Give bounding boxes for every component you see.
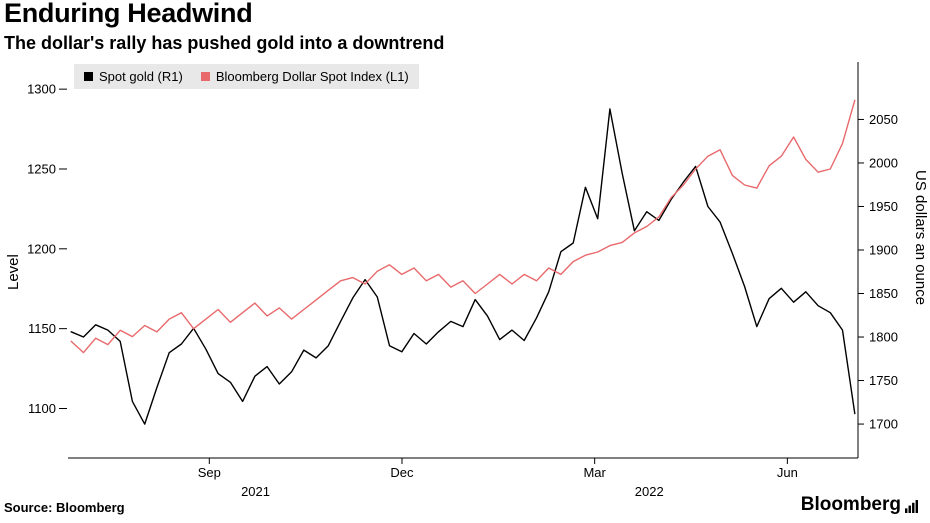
left-axis-tick-label: 1300	[27, 82, 56, 97]
right-axis-tick-label: 1950	[869, 199, 898, 214]
bloomberg-bars-icon	[905, 500, 918, 513]
left-axis-tick-label: 1250	[27, 161, 56, 176]
x-axis-tick-label: Mar	[583, 465, 606, 480]
legend-swatch-spot-gold	[84, 72, 93, 81]
legend-item-dollar-index: Bloomberg Dollar Spot Index (L1)	[200, 69, 409, 84]
legend-label-spot-gold: Spot gold (R1)	[99, 69, 183, 84]
right-axis-tick-label: 1700	[869, 417, 898, 432]
chart-subtitle: The dollar's rally has pushed gold into …	[4, 33, 445, 53]
bloomberg-logo-text: Bloomberg	[800, 494, 901, 515]
right-axis-tick-label: 1900	[869, 242, 898, 257]
left-axis-tick-label: 1150	[28, 321, 56, 336]
legend-label-dollar-index: Bloomberg Dollar Spot Index (L1)	[215, 69, 409, 84]
source-label: Source: Bloomberg	[4, 500, 125, 515]
x-axis-tick-label: Sep	[198, 465, 221, 480]
x-axis-year-label: 2021	[241, 484, 270, 499]
left-axis-tick-label: 1200	[27, 241, 56, 256]
x-axis-tick-label: Jun	[777, 465, 798, 480]
left-axis-tick-label: 1100	[28, 401, 56, 416]
left-axis-title: Level	[5, 254, 22, 290]
x-axis-tick-label: Dec	[390, 465, 414, 480]
right-axis-title: US dollars an ounce	[912, 170, 929, 306]
legend: Spot gold (R1) Bloomberg Dollar Spot Ind…	[74, 64, 419, 89]
right-axis-tick-label: 2000	[869, 155, 898, 170]
line-spot-gold	[70, 108, 856, 425]
x-axis-year-label: 2022	[635, 484, 664, 499]
chart-title: Enduring Headwind	[4, 0, 253, 28]
right-axis-tick-label: 1800	[869, 330, 898, 345]
right-axis-tick-label: 1850	[869, 286, 898, 301]
line-dollar-index	[70, 99, 856, 354]
bloomberg-logo: Bloomberg	[801, 494, 918, 516]
right-axis-tick-label: 1750	[869, 373, 898, 388]
legend-item-spot-gold: Spot gold (R1)	[84, 69, 183, 84]
right-axis-tick-label: 2050	[869, 112, 898, 127]
legend-swatch-dollar-index	[200, 72, 210, 81]
